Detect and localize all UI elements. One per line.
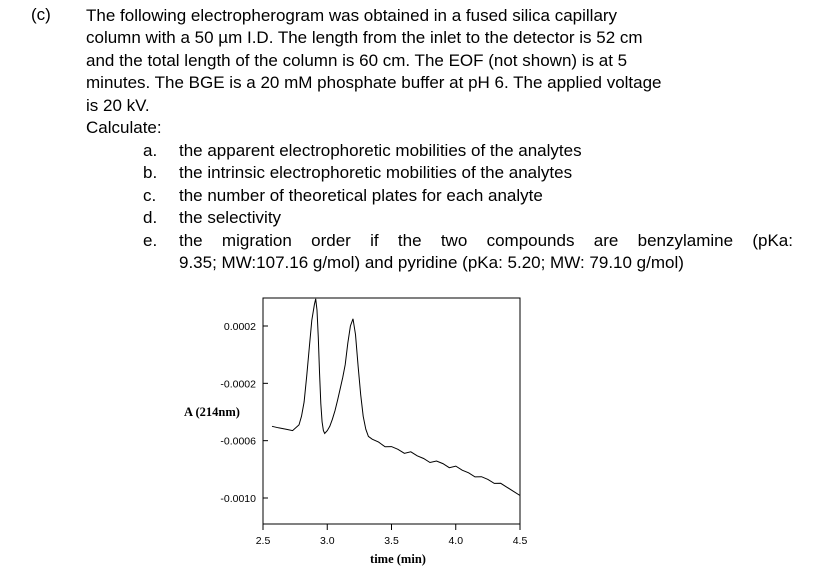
statement-line: column with a 50 µm I.D. The length from… (86, 28, 643, 48)
statement-line: and the total length of the column is 60… (86, 50, 628, 70)
question-item-e: e. the migration order if the two compou… (143, 230, 793, 275)
question-text: the migration order if the two compounds… (179, 230, 793, 275)
y-tick-label: 0.0002 (224, 321, 256, 333)
question-letter: c. (143, 185, 157, 205)
question-item-b: b. the intrinsic electrophoretic mobilit… (143, 162, 793, 184)
question-letter: a. (143, 141, 158, 160)
plot-frame (262, 297, 521, 525)
calculate-heading: Calculate: (86, 118, 162, 137)
statement-line: The following electropherogram was obtai… (86, 6, 618, 25)
y-tick-label: -0.0010 (220, 493, 256, 505)
problem-label: (c) (31, 5, 51, 24)
y-tick-label: -0.0002 (220, 378, 256, 390)
y-axis-ticks: 0.0002 -0.0002 -0.0006 -0.0010 (220, 321, 268, 505)
y-tick-label: -0.0006 (220, 436, 256, 448)
question-item-a: a. the apparent electrophoretic mobiliti… (143, 140, 793, 162)
x-tick-label: 4.0 (448, 535, 463, 547)
question-text: the intrinsic electrophoretic mobilities… (179, 163, 573, 183)
x-axis-ticks: 2.5 3.0 3.5 4.0 4.5 (256, 524, 528, 547)
statement-line: minutes. The BGE is a 20 mM phosphate bu… (86, 73, 662, 93)
question-text: the selectivity (179, 208, 282, 228)
question-text: the apparent electrophoretic mobilities … (179, 141, 582, 160)
x-axis-label: time (min) (370, 552, 426, 566)
absorbance-trace (271, 298, 521, 496)
question-text: the number of theoretical plates for eac… (179, 185, 543, 205)
y-axis-label: A (214nm) (184, 405, 240, 419)
question-letter: e. (143, 230, 158, 250)
x-tick-label: 3.0 (320, 535, 335, 547)
problem-statement: The following electropherogram was obtai… (86, 5, 776, 117)
x-tick-label: 4.5 (513, 535, 528, 547)
question-item-c: c. the number of theoretical plates for … (143, 185, 793, 207)
question-text-line: the migration order if the two compounds… (179, 230, 793, 250)
question-text-line: 9.35; MW:107.16 g/mol) and pyridine (pKa… (179, 253, 684, 273)
question-letter: b. (143, 163, 158, 183)
question-letter: d. (143, 208, 158, 228)
question-item-d: d. the selectivity (143, 207, 793, 229)
statement-line: is 20 kV. (86, 95, 150, 115)
x-tick-label: 3.5 (384, 535, 399, 547)
question-list: a. the apparent electrophoretic mobiliti… (143, 140, 793, 274)
x-tick-label: 2.5 (256, 535, 271, 547)
